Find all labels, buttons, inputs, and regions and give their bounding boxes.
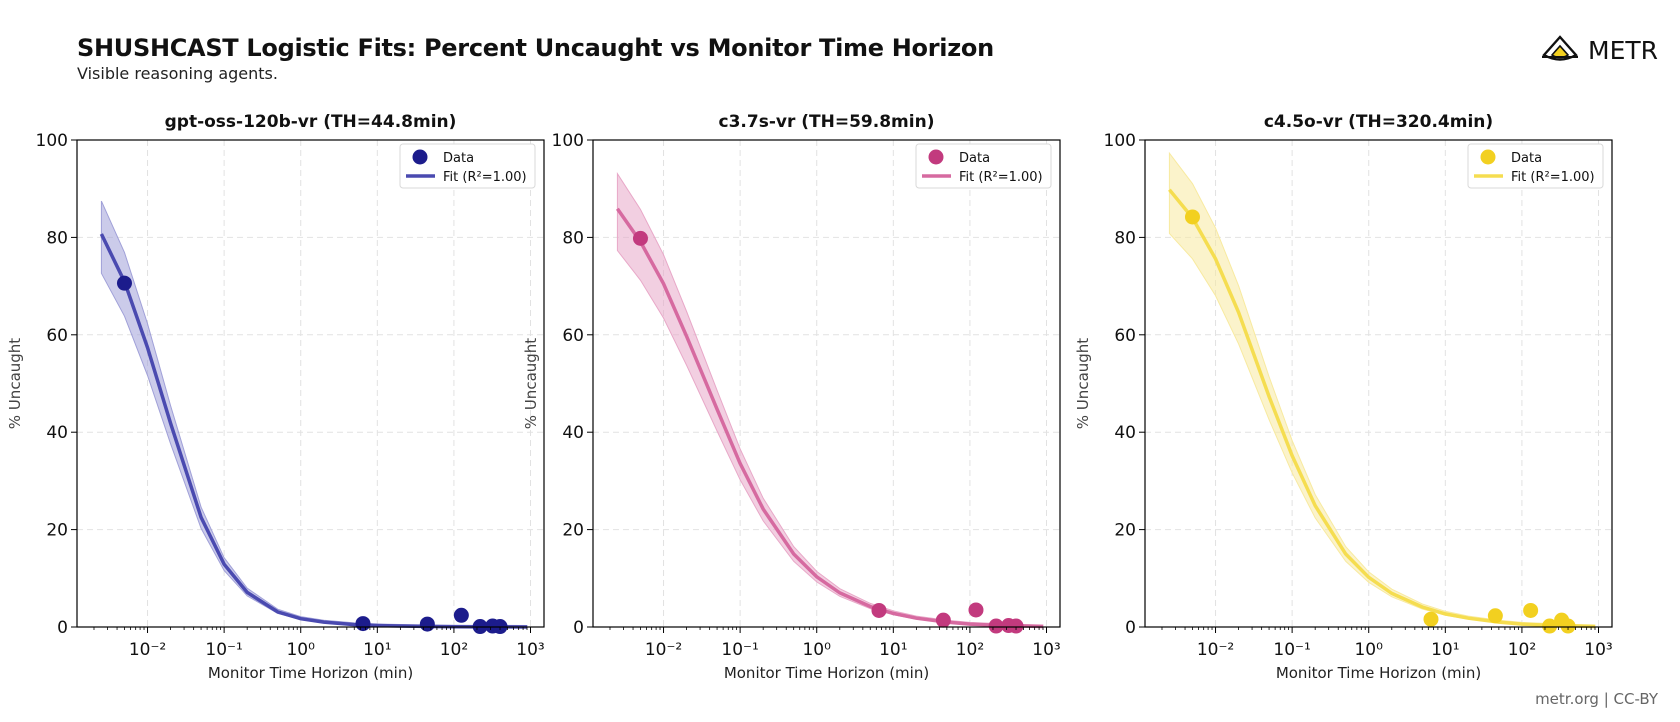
- x-tick-label: 10²: [1508, 640, 1536, 660]
- x-axis-label: Monitor Time Horizon (min): [208, 664, 413, 682]
- legend-label-fit: Fit (R²=1.00): [959, 170, 1043, 185]
- y-tick-label: 80: [1114, 228, 1136, 248]
- legend-label-fit: Fit (R²=1.00): [443, 170, 527, 185]
- data-point: [116, 275, 132, 291]
- data-point: [355, 616, 371, 632]
- x-tick-label: 10⁻²: [645, 640, 682, 660]
- data-point: [1542, 618, 1558, 634]
- data-point: [968, 602, 984, 618]
- metr-logo-icon: [1542, 35, 1578, 61]
- data-point: [1560, 618, 1576, 634]
- legend-label-data: Data: [1511, 151, 1542, 166]
- data-point: [988, 618, 1004, 634]
- x-tick-label: 10⁻¹: [721, 640, 758, 660]
- y-tick-label: 0: [57, 618, 68, 638]
- y-tick-label: 0: [1125, 618, 1136, 638]
- x-tick-label: 10¹: [1431, 640, 1459, 660]
- x-axis-label: Monitor Time Horizon (min): [724, 664, 929, 682]
- legend-marker-data: [928, 149, 944, 165]
- y-tick-label: 40: [562, 423, 584, 443]
- y-tick-label: 0: [573, 618, 584, 638]
- y-tick-label: 60: [46, 326, 68, 346]
- y-axis-label: % Uncaught: [522, 338, 540, 429]
- legend-marker-data: [1480, 149, 1496, 165]
- legend-label-data: Data: [443, 151, 474, 166]
- y-tick-label: 80: [46, 228, 68, 248]
- x-tick-label: 10⁻²: [1197, 640, 1234, 660]
- y-tick-label: 60: [1114, 326, 1136, 346]
- data-point: [419, 616, 435, 632]
- plot-frame: [76, 139, 545, 628]
- data-point: [1008, 618, 1024, 634]
- x-tick-label: 10⁻¹: [205, 640, 242, 660]
- y-axis-label: % Uncaught: [6, 338, 24, 429]
- y-tick-label: 100: [36, 131, 68, 151]
- legend-marker-data: [412, 149, 428, 165]
- y-tick-label: 20: [1114, 521, 1136, 541]
- data-point: [1184, 209, 1200, 225]
- chart-panel-2: 10⁻² 10⁻¹ 10⁰ 10¹ 10² 10³ 0 20 40 60 80 100 c3.7s-vr…: [522, 112, 1061, 682]
- x-tick-label: 10²: [440, 640, 468, 660]
- y-axis-label: % Uncaught: [1074, 338, 1092, 429]
- x-tick-label: 10³: [516, 640, 544, 660]
- x-tick-label: 10⁰: [802, 640, 831, 660]
- chart-panel-1: 10⁻² 10⁻¹ 10⁰ 10¹ 10² 10³ 0 20 40 60 80 100 gpt-oss-…: [6, 112, 545, 682]
- x-tick-label: 10¹: [879, 640, 907, 660]
- main-title: SHUSHCAST Logistic Fits: Percent Uncaugh…: [77, 34, 994, 62]
- x-tick-label: 10⁰: [286, 640, 315, 660]
- footer-credit: metr.org | CC-BY: [1535, 690, 1658, 708]
- x-tick-label: 10³: [1584, 640, 1612, 660]
- y-tick-label: 20: [46, 521, 68, 541]
- fit-line: [1168, 188, 1596, 629]
- x-axis-label: Monitor Time Horizon (min): [1276, 664, 1481, 682]
- chart-panel-3: 10⁻² 10⁻¹ 10⁰ 10¹ 10² 10³ 0 20 40 60 80 100 c4.5o-vr…: [1074, 112, 1613, 682]
- x-tick-label: 10²: [956, 640, 984, 660]
- panel-title: c4.5o-vr (TH=320.4min): [1264, 112, 1493, 132]
- y-tick-label: 40: [1114, 423, 1136, 443]
- fit-line: [615, 207, 1044, 629]
- data-point: [453, 607, 469, 623]
- y-tick-label: 80: [562, 228, 584, 248]
- logo: METR: [1540, 32, 1658, 68]
- legend-label-fit: Fit (R²=1.00): [1511, 170, 1595, 185]
- y-tick-label: 60: [562, 326, 584, 346]
- panel-title: gpt-oss-120b-vr (TH=44.8min): [165, 112, 457, 132]
- confidence-band: [1168, 151, 1596, 628]
- data-point: [1487, 608, 1503, 624]
- y-tick-label: 100: [552, 131, 584, 151]
- x-tick-label: 10⁰: [1354, 640, 1383, 660]
- data-point: [1423, 611, 1439, 627]
- fit-line: [99, 233, 528, 629]
- x-tick-label: 10⁻²: [129, 640, 166, 660]
- data-point: [871, 602, 887, 618]
- data-point: [632, 230, 648, 246]
- logo-text: METR: [1588, 35, 1659, 65]
- plot-frame: [1144, 139, 1613, 628]
- confidence-band: [616, 172, 1044, 628]
- panel-title: c3.7s-vr (TH=59.8min): [719, 112, 935, 132]
- legend-label-data: Data: [959, 151, 990, 166]
- y-tick-label: 100: [1104, 131, 1136, 151]
- x-tick-label: 10¹: [363, 640, 391, 660]
- y-tick-label: 20: [562, 521, 584, 541]
- data-point: [1523, 602, 1539, 618]
- confidence-band: [100, 200, 528, 628]
- subtitle: Visible reasoning agents.: [77, 64, 278, 83]
- x-tick-label: 10³: [1032, 640, 1060, 660]
- y-tick-label: 40: [46, 423, 68, 443]
- data-point: [935, 612, 951, 628]
- x-tick-label: 10⁻¹: [1273, 640, 1310, 660]
- plot-frame: [592, 139, 1061, 628]
